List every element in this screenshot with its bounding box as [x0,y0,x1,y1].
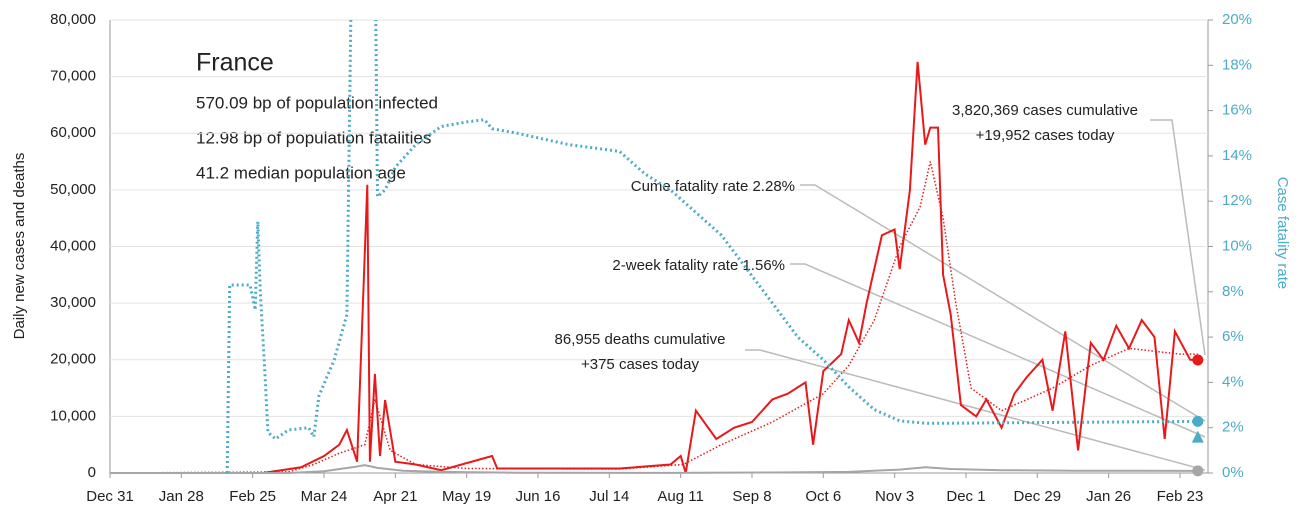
info-line: 570.09 bp of population infected [196,93,438,112]
annotation: 3,820,369 cases cumulative [952,102,1138,119]
leader-line [1150,119,1206,356]
x-tick-label: Jul 14 [589,488,629,505]
x-tick-label: Feb 23 [1157,488,1204,505]
end-marker [1192,354,1204,366]
series-line [110,464,1198,474]
leader-line [790,263,1206,438]
y2-tick-label: 2% [1222,419,1244,436]
x-tick-label: Sep 8 [732,488,771,505]
annotation: 86,955 deaths cumulative [555,331,726,348]
annotation: 2-week fatality rate 1.56% [612,257,785,274]
end-marker [1192,465,1204,477]
x-tick-label: Apr 21 [373,488,417,505]
x-tick-label: Nov 3 [875,488,914,505]
info-line: 41.2 median population age [196,163,406,182]
x-tick-label: Oct 6 [805,488,841,505]
y-tick-label: 80,000 [50,11,96,28]
y2-tick-label: 0% [1222,464,1244,481]
x-tick-label: Dec 1 [946,488,985,505]
y-tick-label: 0 [88,464,96,481]
y2-tick-label: 12% [1222,192,1252,209]
y-tick-label: 50,000 [50,181,96,198]
y2-tick-label: 18% [1222,56,1252,73]
y-tick-label: 10,000 [50,407,96,424]
leader-line [800,184,1206,422]
end-marker [1191,430,1204,443]
info-line: 12.98 bp of population fatalities [196,128,431,147]
x-tick-label: Jan 26 [1086,488,1131,505]
y2-tick-label: 4% [1222,373,1244,390]
y-tick-label: 70,000 [50,68,96,85]
y2-tick-label: 10% [1222,237,1252,254]
x-tick-label: Jan 28 [159,488,204,505]
y-tick-label: 20,000 [50,351,96,368]
end-marker [1192,415,1204,427]
y-tick-label: 60,000 [50,124,96,141]
series-line [110,61,1198,474]
y2-tick-label: 16% [1222,102,1252,119]
x-tick-label: Mar 24 [301,488,348,505]
y-tick-label: 40,000 [50,237,96,254]
y2-tick-label: 20% [1222,11,1252,28]
y2-tick-label: 6% [1222,328,1244,345]
x-tick-label: Feb 25 [229,488,276,505]
info-title: France [196,49,274,77]
x-tick-label: Jun 16 [515,488,560,505]
plot-area [110,20,1198,474]
y2-tick-label: 8% [1222,283,1244,300]
annotation: +375 cases today [581,356,700,373]
leader-line [745,349,1206,471]
x-tick-label: Dec 29 [1014,488,1062,505]
annotation: +19,952 cases today [976,127,1115,144]
x-tick-label: May 19 [442,488,491,505]
y-axis-title: Daily new cases and deaths [11,153,28,340]
y2-tick-label: 14% [1222,147,1252,164]
y2-axis-title: Case fatality rate [1274,177,1291,290]
y-tick-label: 30,000 [50,294,96,311]
x-tick-label: Aug 11 [657,488,703,505]
x-tick-label: Dec 31 [86,488,134,505]
